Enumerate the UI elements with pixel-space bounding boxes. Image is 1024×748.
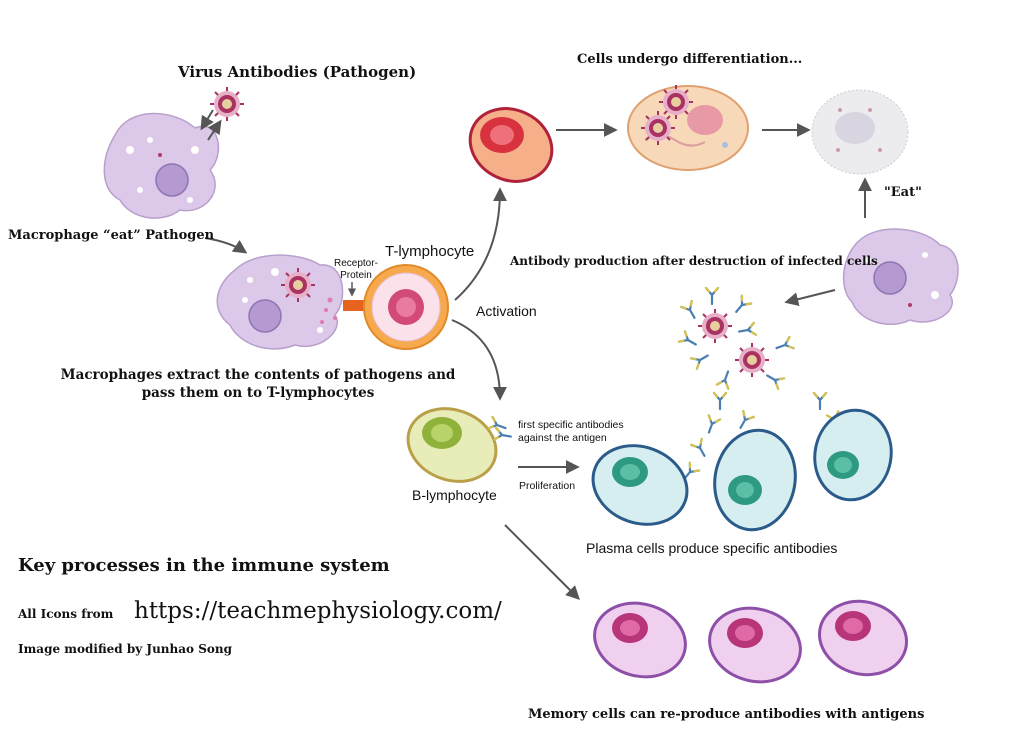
t-lymphocyte-cell bbox=[363, 264, 449, 350]
memory-cell-3 bbox=[817, 599, 909, 677]
macrophages-extract-label: Macrophages extract the contents of path… bbox=[60, 367, 456, 401]
memory-cell-2 bbox=[708, 606, 802, 684]
arrow-to-antibody-cluster bbox=[784, 289, 836, 307]
infected-cell bbox=[627, 85, 749, 171]
memory-cells-label: Memory cells can re-produce antibodies w… bbox=[528, 707, 925, 722]
differentiation-label: Cells undergo differentiation... bbox=[577, 52, 803, 67]
activated-t-cell bbox=[468, 107, 554, 183]
antigen-fragments bbox=[320, 297, 337, 324]
credit-label: Image modified by Junhao Song bbox=[18, 642, 233, 656]
virus-infect-1 bbox=[658, 84, 694, 120]
memory-cell-1 bbox=[593, 601, 687, 679]
proliferation-label: Proliferation bbox=[519, 480, 576, 492]
macrophage-top bbox=[103, 112, 220, 219]
arrow-activation-up bbox=[454, 187, 507, 301]
destroyed-cell bbox=[811, 89, 909, 175]
b-lymphocyte-label: B-lymphocyte bbox=[412, 487, 497, 503]
plasma-cell-2 bbox=[713, 428, 797, 532]
arrow-virus-to-macrophage bbox=[200, 109, 214, 131]
antibody-production-label: Antibody production after destruction of… bbox=[510, 254, 878, 268]
antibody-virus-cluster bbox=[677, 286, 795, 390]
activation-label: Activation bbox=[476, 303, 537, 319]
arrow-eat-to-present bbox=[204, 237, 248, 254]
virus-title-label: Virus Antibodies (Pathogen) bbox=[178, 63, 417, 81]
plasma-cell-3 bbox=[813, 408, 893, 502]
macrophage-eat-label: Macrophage “eat” Pathogen bbox=[8, 228, 215, 243]
macrophage-right bbox=[842, 228, 959, 325]
plasma-cells-label: Plasma cells produce specific antibodies bbox=[586, 540, 838, 556]
virus-infect-2 bbox=[640, 110, 676, 146]
macrophage-presenting bbox=[216, 254, 344, 350]
icons-prefix-label: All Icons from bbox=[18, 607, 114, 621]
plasma-cell-1 bbox=[591, 444, 689, 526]
receptor-protein bbox=[343, 300, 365, 311]
arrow-activation-down bbox=[451, 319, 507, 401]
virus-top bbox=[209, 86, 245, 122]
arrow-to-memory bbox=[504, 524, 580, 600]
footer-title: Key processes in the immune system bbox=[18, 555, 390, 576]
b-lymphocyte-cell bbox=[406, 407, 498, 483]
first-antibodies-label: first specific antibodies against the an… bbox=[518, 419, 624, 444]
t-lymphocyte-label: T-lymphocyte bbox=[385, 243, 475, 260]
receptor-protein-label: Receptor- Protein bbox=[334, 258, 378, 281]
icons-url-link[interactable]: https://teachmephysiology.com/ bbox=[134, 598, 502, 624]
arrow-macrophage-to-virus bbox=[207, 119, 222, 141]
eat-label: "Eat" bbox=[884, 185, 922, 200]
virus-engulfed bbox=[280, 267, 316, 303]
